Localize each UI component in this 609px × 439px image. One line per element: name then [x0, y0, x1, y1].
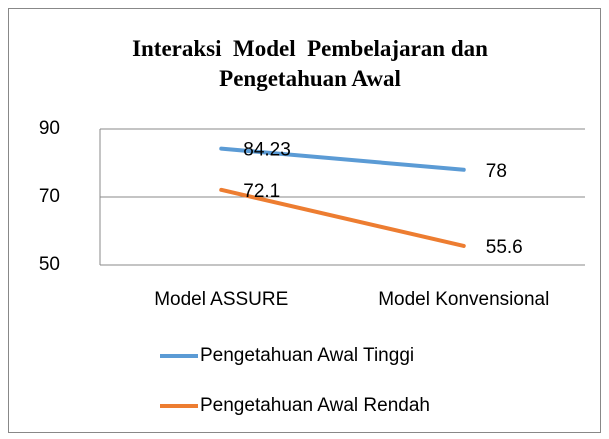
data-label: 55.6	[486, 237, 523, 258]
x-tick-label: Model ASSURE	[154, 289, 288, 310]
data-label: 78	[486, 161, 507, 182]
chart-frame	[8, 8, 601, 433]
legend-label: Pengetahuan Awal Rendah	[200, 395, 430, 416]
data-label: 84.23	[243, 140, 291, 161]
chart-title: Interaksi Model Pembelajaran dan Pengeta…	[132, 36, 494, 91]
data-label: 72.1	[243, 181, 280, 202]
series-line	[219, 187, 466, 248]
legend-label: Pengetahuan Awal Tinggi	[200, 345, 414, 366]
x-tick-label: Model Konvensional	[378, 289, 549, 310]
y-tick-label: 50	[39, 254, 60, 275]
y-tick-label: 90	[39, 118, 60, 139]
series-line	[219, 146, 466, 172]
y-tick-label: 70	[39, 186, 60, 207]
